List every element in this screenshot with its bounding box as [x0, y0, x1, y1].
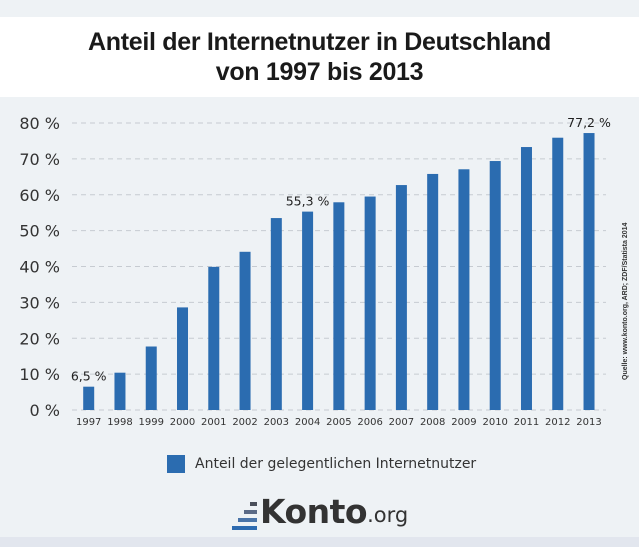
top-strip [0, 0, 639, 17]
x-tick-label: 2000 [170, 417, 195, 428]
data-label: 6,5 % [71, 369, 107, 384]
bar [520, 147, 532, 410]
x-tick-label: 2001 [201, 417, 226, 428]
x-tick-label: 2006 [357, 417, 382, 428]
chart-title-line1: Anteil der Internetnutzer in Deutschland [87, 28, 552, 56]
logo-bars-icon [232, 500, 257, 530]
bars [83, 133, 595, 411]
x-tick-label: 2004 [295, 417, 320, 428]
konto-logo: Konto .org [232, 490, 408, 530]
y-tick-label: 30 % [19, 293, 60, 312]
data-label: 77,2 % [567, 115, 611, 130]
x-tick-label: 2010 [482, 417, 507, 428]
bar [83, 386, 95, 410]
data-label: 55,3 % [286, 194, 330, 209]
x-tick-label: 2002 [232, 417, 257, 428]
x-tick-label: 2012 [545, 417, 570, 428]
bar [427, 173, 439, 410]
bar [239, 251, 251, 410]
bar [489, 161, 501, 410]
x-axis-ticks: 1997 1998 1999 2000 2001 2002 2003 2004 2005 2006… [76, 417, 602, 428]
x-tick-label: 2003 [264, 417, 289, 428]
y-tick-label: 0 % [30, 401, 60, 420]
y-tick-label: 10 % [19, 365, 60, 384]
bar [270, 218, 282, 410]
bar [177, 307, 189, 410]
x-tick-label: 2011 [514, 417, 539, 428]
y-tick-label: 70 % [19, 150, 60, 169]
chart-panel [0, 97, 639, 537]
chart-title-line2: von 1997 bis 2013 [215, 58, 424, 86]
chart-header: Anteil der Internetnutzer in Deutschland… [0, 17, 639, 97]
y-tick-label: 80 % [19, 114, 60, 133]
gridlines [72, 122, 606, 411]
x-tick-label: 1999 [139, 417, 164, 428]
bar [458, 169, 470, 410]
bar [302, 211, 314, 410]
bottom-strip [0, 537, 639, 547]
legend-label: Anteil der gelegentlichen Internetnutzer [195, 456, 477, 472]
y-tick-label: 50 % [19, 222, 60, 241]
y-tick-label: 20 % [19, 329, 60, 348]
source-note: Quelle: www.konto.org, ARD; ZDF/Statista… [622, 222, 629, 380]
x-tick-label: 2009 [451, 417, 476, 428]
legend-swatch [167, 455, 185, 473]
bar [145, 346, 157, 410]
bar [552, 137, 564, 411]
chart-title: Anteil der Internetnutzer in Deutschland… [0, 17, 639, 87]
logo-name: Konto [260, 492, 368, 531]
data-labels: 6,5 % 55,3 % 77,2 % [71, 115, 611, 384]
bar [364, 196, 376, 410]
x-tick-label: 2005 [326, 417, 351, 428]
bar [114, 372, 126, 410]
y-axis-ticks: 0 % 10 % 20 % 30 % 40 % 50 % 60 % 70 % 80 % [19, 114, 60, 420]
bar [208, 266, 220, 410]
bar [333, 202, 345, 410]
x-tick-label: 2013 [576, 417, 601, 428]
logo-tld: .org [367, 503, 409, 527]
y-tick-label: 40 % [19, 258, 60, 277]
x-tick-label: 1997 [76, 417, 101, 428]
y-tick-label: 60 % [19, 186, 60, 205]
x-tick-label: 2008 [420, 417, 445, 428]
x-tick-label: 1998 [107, 417, 132, 428]
bar [583, 133, 595, 411]
x-tick-label: 2007 [389, 417, 414, 428]
bar [395, 185, 407, 410]
legend: Anteil der gelegentlichen Internetnutzer [167, 454, 476, 474]
